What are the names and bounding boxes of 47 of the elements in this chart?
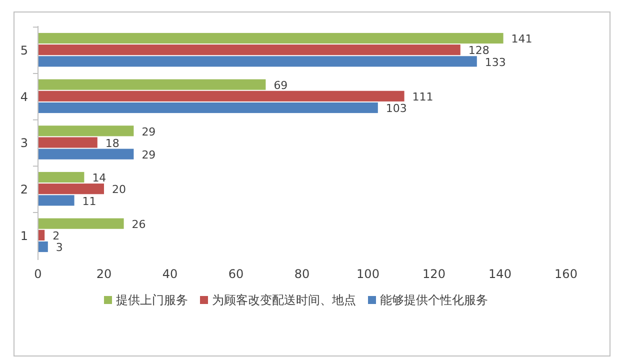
- x-tick-label: 0: [34, 267, 42, 281]
- x-tick-label: 140: [488, 267, 512, 281]
- bar: [38, 32, 504, 44]
- x-tick-label: 80: [294, 267, 310, 281]
- bar: [38, 102, 378, 114]
- bar: [38, 218, 124, 229]
- data-label: 18: [105, 136, 120, 150]
- bar: [38, 79, 266, 90]
- y-tick-label: 4: [20, 90, 28, 104]
- data-label: 11: [82, 194, 96, 208]
- bar: [38, 44, 460, 56]
- bar: [38, 56, 477, 67]
- data-label: 128: [468, 44, 490, 58]
- bar: [38, 241, 48, 252]
- data-label: 103: [386, 102, 407, 116]
- x-tick-label: 100: [356, 267, 380, 281]
- data-label: 111: [412, 90, 434, 104]
- x-tick-label: 40: [162, 267, 178, 281]
- x-tick-label: 20: [96, 267, 112, 281]
- legend-label: 为顾客改变配送时间、地点: [212, 293, 356, 308]
- bar: [38, 126, 134, 136]
- data-label: 3: [56, 241, 63, 254]
- data-label: 133: [484, 56, 506, 69]
- legend-label: 提供上门服务: [116, 293, 188, 308]
- bar: [38, 172, 84, 183]
- data-label: 141: [511, 32, 532, 46]
- data-label: 26: [132, 218, 146, 231]
- data-label: 29: [142, 148, 156, 162]
- data-label: 20: [112, 183, 126, 196]
- x-tick-label: 120: [422, 267, 446, 281]
- x-tick-label: 160: [554, 267, 578, 281]
- data-label: 29: [142, 125, 156, 138]
- legend-label: 能够提供个性化服务: [380, 293, 488, 308]
- bar: [38, 230, 45, 240]
- x-tick-label: 60: [228, 267, 244, 281]
- data-label: 69: [274, 78, 288, 92]
- data-label: 2: [52, 230, 60, 243]
- bar: [38, 184, 104, 194]
- bar: [38, 148, 134, 160]
- y-tick-label: 5: [20, 44, 28, 58]
- bar: [38, 90, 404, 102]
- bar: [38, 137, 98, 148]
- y-tick-label: 1: [20, 228, 28, 243]
- y-tick-label: 3: [20, 136, 28, 150]
- y-tick-label: 2: [20, 182, 28, 197]
- bar: [38, 195, 74, 206]
- data-label: 14: [92, 172, 106, 185]
